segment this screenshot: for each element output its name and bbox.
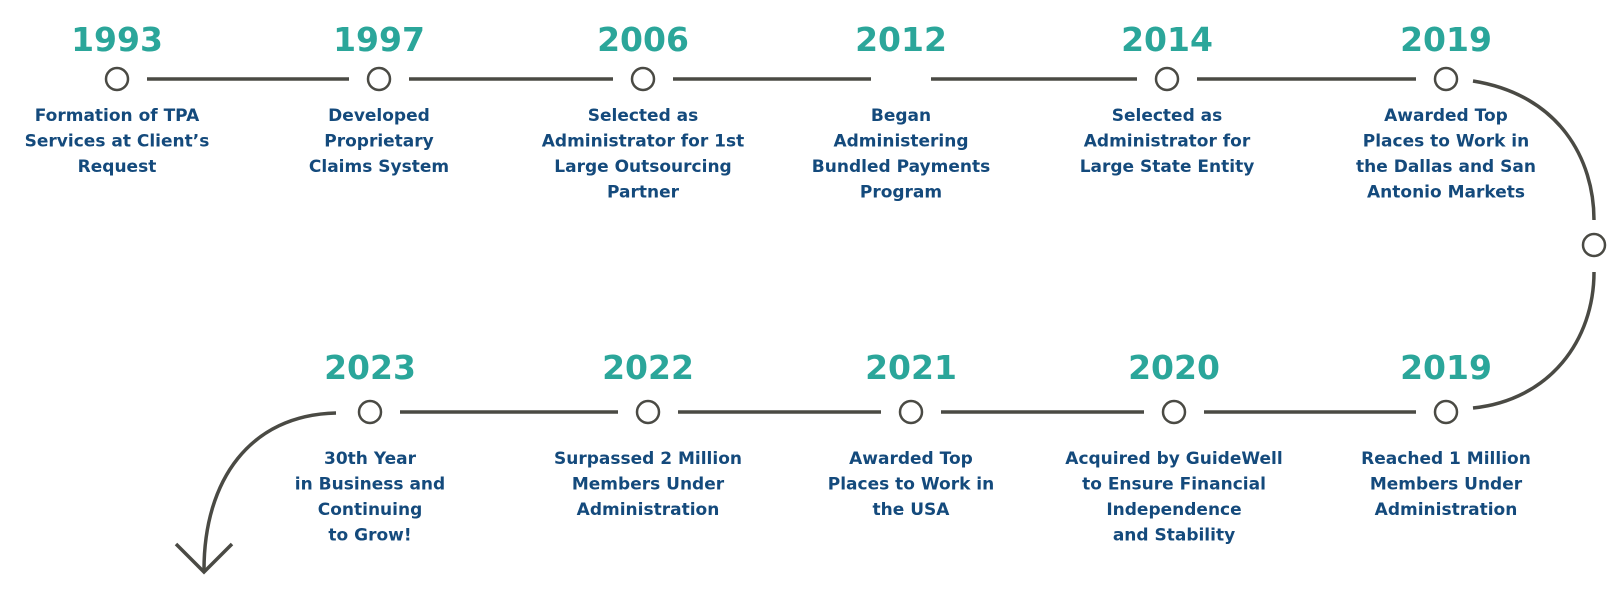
milestone-text: Acquired by GuideWell	[1065, 449, 1282, 469]
timeline-dot	[630, 66, 656, 92]
milestone-text: Program	[860, 183, 942, 203]
milestone-text: Administration	[577, 500, 720, 520]
milestone-text: Bundled Payments	[812, 157, 990, 177]
milestone-text: Independence	[1106, 500, 1241, 520]
milestone-text: the USA	[873, 500, 951, 520]
milestone-text: Continuing	[318, 500, 423, 520]
milestone-text: Places to Work in	[1363, 132, 1530, 152]
milestone-text: Claims System	[309, 157, 449, 177]
milestone-text: Proprietary	[324, 132, 434, 152]
milestone-text: Request	[78, 157, 157, 177]
milestone-text: Reached 1 Million	[1361, 449, 1531, 469]
timeline-dot	[1154, 66, 1180, 92]
year: 2020	[1128, 348, 1220, 387]
year: 2022	[602, 348, 694, 387]
connector-curve	[1472, 79, 1596, 221]
milestone-text: Formation of TPA	[35, 106, 200, 126]
timeline-dot	[898, 399, 924, 425]
timeline-dot	[104, 66, 130, 92]
timeline-dot	[1161, 399, 1187, 425]
timeline-dot	[1433, 399, 1459, 425]
milestone-text: Selected as	[1112, 106, 1223, 126]
connector-curve	[1472, 271, 1596, 410]
timeline-dot	[635, 399, 661, 425]
milestone-text: Awarded Top	[849, 449, 973, 469]
milestone-text: Developed	[328, 106, 430, 126]
milestone-text: Surpassed 2 Million	[554, 449, 742, 469]
milestone-text: Administrator for	[1084, 132, 1251, 152]
milestone-text: the Dallas and San	[1356, 157, 1536, 177]
timeline-dot	[357, 399, 383, 425]
milestone-text: Large Outsourcing	[554, 157, 731, 177]
year: 2019	[1400, 348, 1492, 387]
timeline-dot	[1433, 66, 1459, 92]
year: 2012	[855, 20, 947, 59]
milestone-text: Began	[871, 106, 931, 126]
year: 1997	[333, 20, 425, 59]
milestone-text: Administrator for 1st	[542, 132, 744, 152]
milestone-text: Services at Client’s	[25, 132, 210, 152]
timeline-dot	[1581, 232, 1607, 258]
milestone-text: 30th Year	[324, 449, 417, 469]
milestone-text: Antonio Markets	[1367, 183, 1525, 203]
year: 1993	[71, 20, 163, 59]
milestone-text: Selected as	[588, 106, 699, 126]
milestone-text: Large State Entity	[1080, 157, 1255, 177]
milestone-text: Administering	[833, 132, 968, 152]
milestone-text: and Stability	[1113, 526, 1235, 546]
milestone-text: Members Under	[572, 475, 725, 495]
milestone-text: to Grow!	[328, 526, 411, 546]
milestone-text: in Business and	[295, 475, 445, 495]
milestone-text: Partner	[607, 183, 680, 203]
milestone-text: Places to Work in	[828, 475, 995, 495]
milestone-text: Administration	[1375, 500, 1518, 520]
milestone-text: to Ensure Financial	[1082, 475, 1266, 495]
year: 2021	[865, 348, 957, 387]
connector-curve	[202, 411, 337, 571]
year: 2019	[1400, 20, 1492, 59]
milestone-text: Awarded Top	[1384, 106, 1508, 126]
timeline-dot	[366, 66, 392, 92]
milestone-text: Members Under	[1370, 475, 1523, 495]
arrow-head	[174, 542, 234, 575]
year: 2006	[597, 20, 689, 59]
year: 2023	[324, 348, 416, 387]
year: 2014	[1121, 20, 1213, 59]
